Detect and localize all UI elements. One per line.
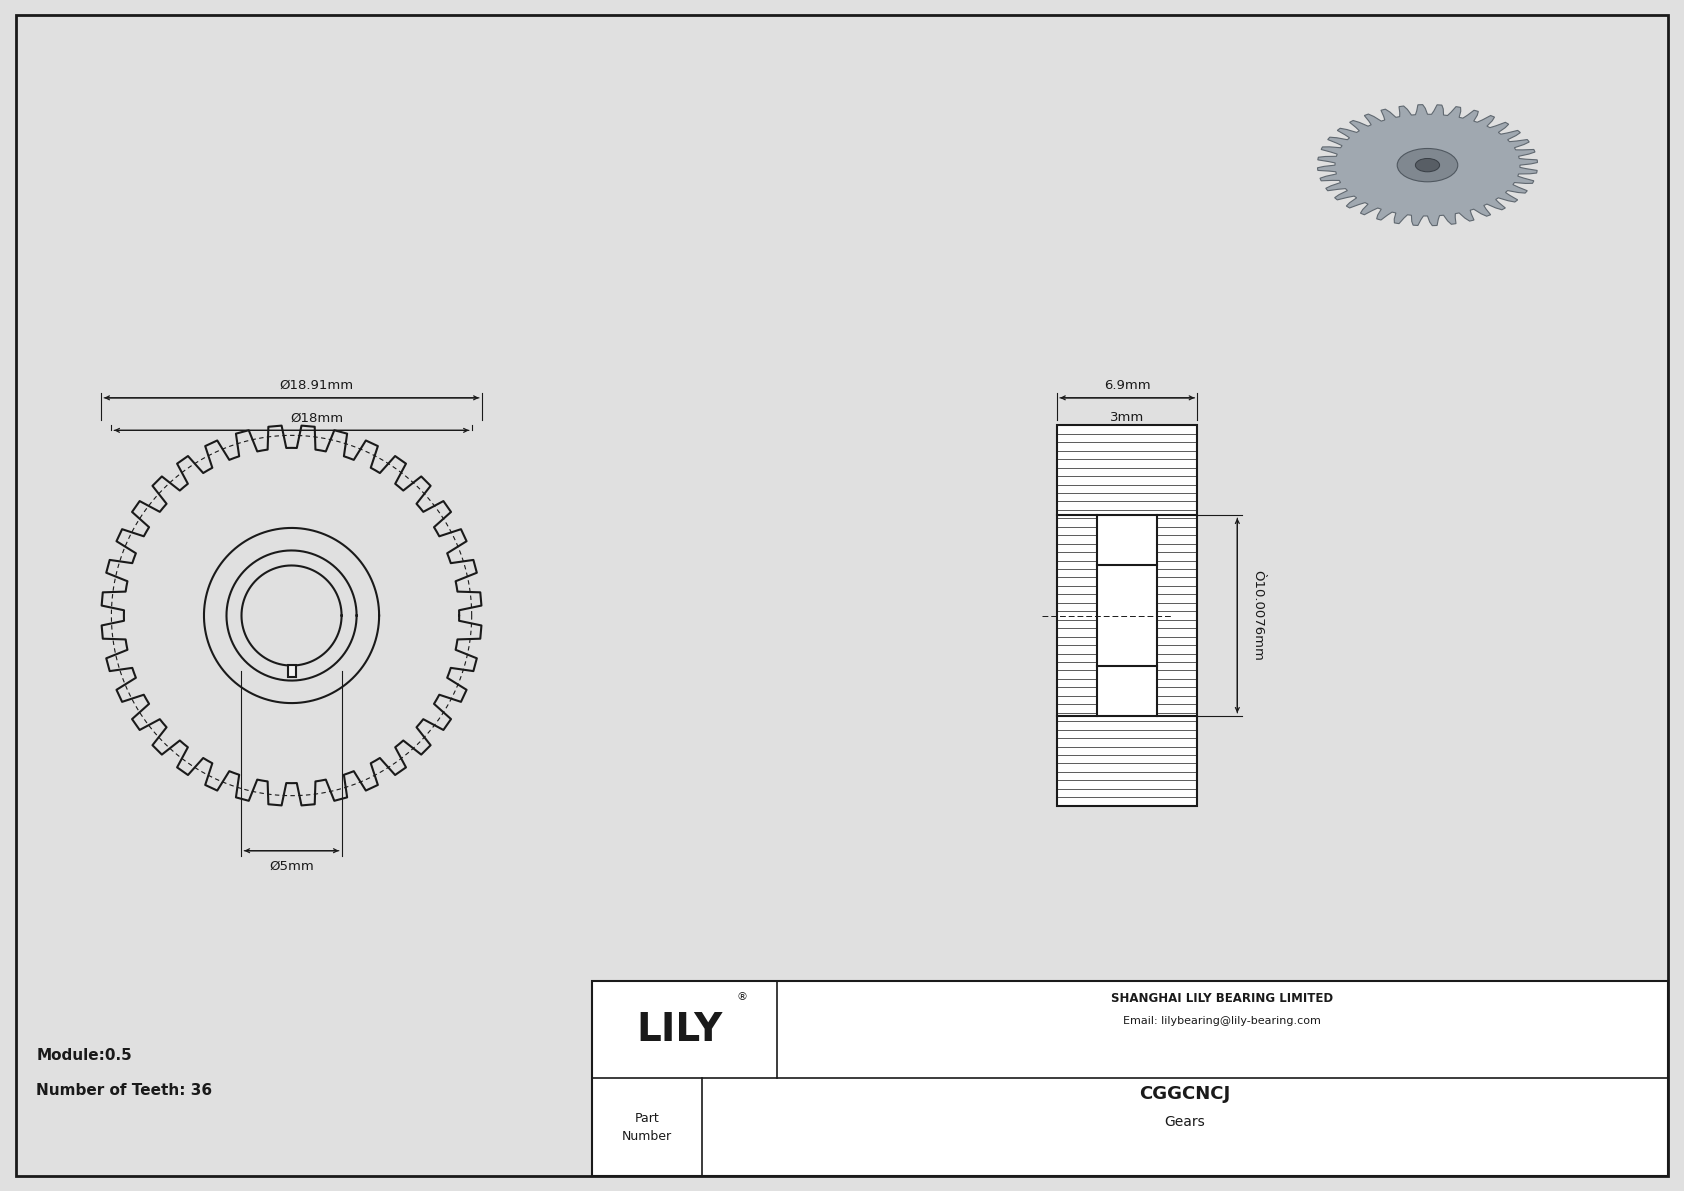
Text: Ø18.91mm: Ø18.91mm <box>280 379 354 392</box>
Text: Number of Teeth: 36: Number of Teeth: 36 <box>37 1084 212 1098</box>
Text: LILY: LILY <box>637 1011 722 1048</box>
Ellipse shape <box>1398 149 1458 182</box>
Bar <box>1098 516 1157 716</box>
Bar <box>1058 425 1197 805</box>
Text: Gears: Gears <box>1164 1116 1206 1129</box>
Bar <box>288 665 295 676</box>
Text: 3mm: 3mm <box>1110 411 1145 424</box>
Text: Ø18mm: Ø18mm <box>290 411 344 424</box>
Text: 6.9mm: 6.9mm <box>1105 379 1150 392</box>
Text: SHANGHAI LILY BEARING LIMITED: SHANGHAI LILY BEARING LIMITED <box>1111 992 1334 1005</box>
Text: CGGCNCJ: CGGCNCJ <box>1138 1085 1231 1103</box>
Text: Email: lilybearing@lily-bearing.com: Email: lilybearing@lily-bearing.com <box>1123 1016 1322 1025</box>
Text: Module:0.5: Module:0.5 <box>37 1048 131 1064</box>
Text: Ò10.0076mm: Ò10.0076mm <box>1251 570 1265 661</box>
Text: ®: ® <box>738 992 748 1002</box>
Ellipse shape <box>1415 158 1440 172</box>
Text: Part
Number: Part Number <box>621 1111 672 1142</box>
Text: Ø5mm: Ø5mm <box>269 860 313 873</box>
Bar <box>591 981 1667 1176</box>
Polygon shape <box>1317 105 1537 225</box>
